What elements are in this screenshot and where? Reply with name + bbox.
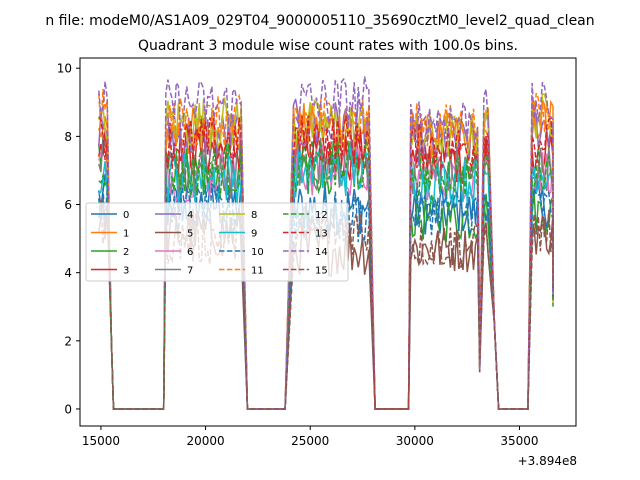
legend-label-13: 13 (315, 229, 328, 240)
x-tick-label: 15000 (82, 434, 120, 448)
x-offset-label: +3.894e8 (518, 454, 577, 468)
x-axis: 15000 20000 25000 30000 35000 (82, 426, 539, 448)
plot-frame (79, 57, 577, 427)
legend-label-11: 11 (251, 266, 264, 277)
legend-label-7: 7 (187, 266, 193, 277)
legend-label-0: 0 (123, 210, 129, 221)
x-tick-label: 25000 (291, 434, 329, 448)
legend-label-1: 1 (123, 229, 129, 240)
legend-label-14: 14 (315, 247, 328, 258)
legend-label-9: 9 (251, 229, 257, 240)
y-axis: 0 2 4 6 8 10 (57, 62, 80, 416)
legend-label-10: 10 (251, 247, 264, 258)
y-tick-label: 10 (57, 62, 72, 76)
legend-label-15: 15 (315, 266, 328, 277)
legend-label-5: 5 (187, 229, 193, 240)
legend-label-4: 4 (187, 210, 193, 221)
x-tick-label: 20000 (186, 434, 224, 448)
y-tick-label: 6 (64, 198, 72, 212)
y-tick-label: 0 (64, 402, 72, 416)
series-line-13 (98, 115, 554, 410)
series-line-9 (98, 144, 554, 410)
legend-label-3: 3 (123, 266, 129, 277)
legend-label-2: 2 (123, 247, 129, 258)
y-tick-label: 2 (64, 334, 72, 348)
y-tick-label: 4 (64, 266, 72, 280)
legend-box (85, 202, 349, 282)
series-line-12 (98, 139, 554, 410)
y-tick-label: 8 (64, 130, 72, 144)
legend-label-6: 6 (187, 247, 193, 258)
series-line-11 (98, 88, 554, 410)
x-tick-label: 30000 (396, 434, 434, 448)
series-line-14 (98, 76, 554, 410)
legend-label-8: 8 (251, 210, 257, 221)
x-tick-label: 35000 (500, 434, 538, 448)
legend-label-12: 12 (315, 210, 328, 221)
figure-suptitle: n file: modeM0/AS1A09_029T04_9000005110_… (45, 13, 594, 29)
chart-title: Quadrant 3 module wise count rates with … (138, 38, 518, 54)
